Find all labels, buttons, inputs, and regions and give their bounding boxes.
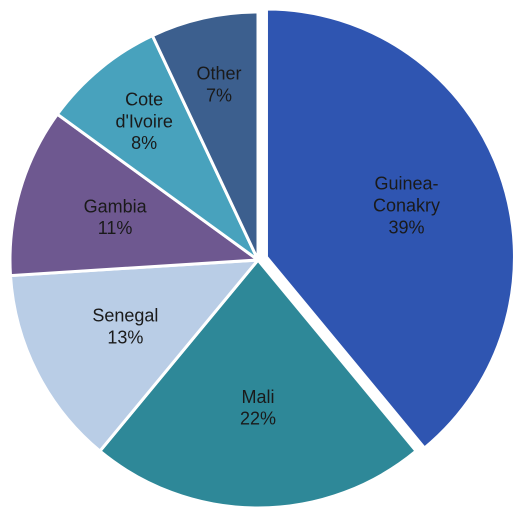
pie-slice	[55, 33, 260, 262]
category-label: Guinea-Conakry	[373, 173, 440, 215]
category-label-line: Mali	[241, 387, 274, 407]
value-label: 22%	[240, 409, 276, 429]
pie-slice	[150, 10, 260, 261]
category-label-line: d'Ivoire	[115, 111, 172, 131]
pie-slice	[8, 112, 263, 278]
category-label: Other	[197, 63, 242, 83]
category-label-line: Cote	[125, 89, 163, 109]
value-label: 8%	[131, 133, 157, 153]
category-label-line: Senegal	[92, 305, 158, 325]
category-label-line: Gambia	[84, 196, 148, 216]
value-label: 13%	[107, 327, 143, 347]
category-label: Cote d'Ivoire	[115, 89, 172, 131]
value-label: 7%	[206, 85, 232, 105]
value-label: 39%	[388, 217, 424, 237]
pie-slice	[264, 7, 515, 451]
category-label: Gambia	[84, 196, 148, 216]
category-label: Mali	[241, 387, 274, 407]
category-label-line: Guinea-	[374, 173, 438, 193]
pie-slice	[8, 258, 262, 454]
category-label-line: Conakry	[373, 195, 440, 215]
category-label: Senegal	[92, 305, 158, 325]
category-label-line: Other	[197, 63, 242, 83]
pie-slice	[97, 257, 419, 509]
value-label: 11%	[98, 218, 133, 238]
